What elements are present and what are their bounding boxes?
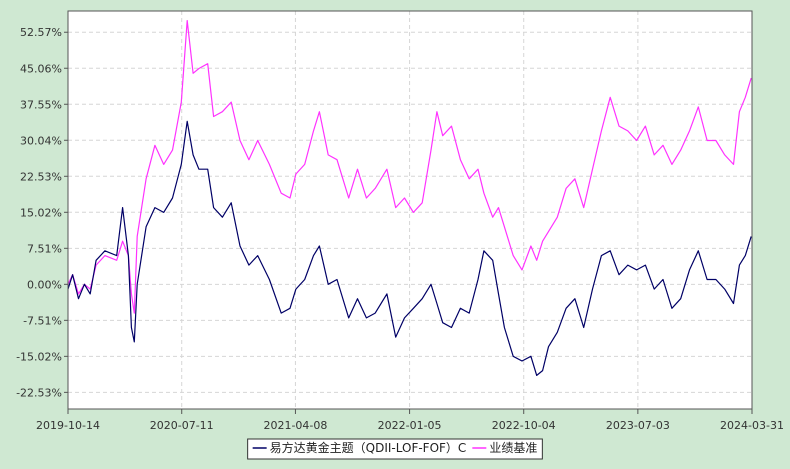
y-tick-label: 52.57% <box>20 26 62 39</box>
x-tick-label: 2021-04-08 <box>263 419 327 432</box>
y-tick-label: 0.00% <box>27 278 62 291</box>
y-tick-label: -7.51% <box>23 314 62 327</box>
x-tick-label: 2022-10-04 <box>492 419 556 432</box>
x-tick-label: 2019-10-14 <box>36 419 100 432</box>
y-tick-label: 37.55% <box>20 98 62 111</box>
y-tick-label: 45.06% <box>20 62 62 75</box>
x-tick-label: 2022-01-05 <box>378 419 442 432</box>
y-tick-label: 22.53% <box>20 170 62 183</box>
legend-label: 业绩基准 <box>489 441 537 455</box>
x-tick-label: 2024-03-31 <box>720 419 784 432</box>
series-line <box>67 20 752 314</box>
y-axis: 52.57% 45.06% 37.55% 30.04% 22.53% 15.02% 7.51… <box>16 26 68 399</box>
legend-label: 易方达黄金主题（QDII-LOF-FOF）C <box>270 440 467 455</box>
y-tick-label: -15.02% <box>16 350 62 363</box>
x-axis: 2019-10-14 2020-07-11 2021-04-08 2022-01-05… <box>36 409 784 432</box>
x-tick-label: 2020-07-11 <box>150 419 214 432</box>
grid-lines <box>68 11 752 409</box>
legend: 易方达黄金主题（QDII-LOF-FOF）C 业绩基准 <box>247 438 543 460</box>
legend-box <box>247 438 543 460</box>
y-tick-label: 30.04% <box>20 134 62 147</box>
x-tick-label: 2023-07-03 <box>606 419 670 432</box>
y-tick-label: 15.02% <box>20 206 62 219</box>
series-line <box>67 120 752 376</box>
series-lines <box>67 20 752 376</box>
y-tick-label: -22.53% <box>16 386 62 399</box>
y-tick-label: 7.51% <box>27 242 62 255</box>
